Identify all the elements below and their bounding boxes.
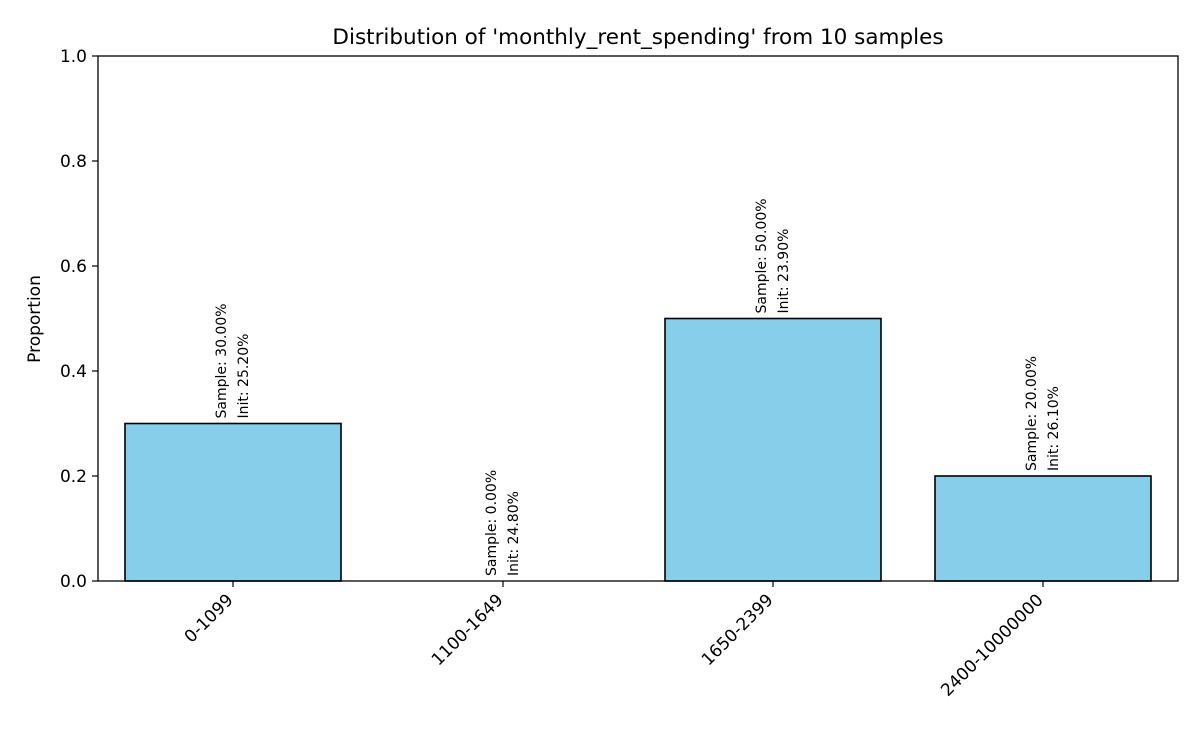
y-axis-label: Proportion	[25, 275, 45, 363]
bar-0-1099	[124, 422, 342, 582]
bar-labels-group: Sample: 30.00% Init: 25.20% Sample: 0.00% I…	[214, 198, 1062, 576]
plot-area-frame	[97, 55, 1179, 582]
bar-1650-2399	[664, 317, 882, 582]
y-tick-label: 0.6	[60, 257, 87, 277]
x-tick-label: 1650-2399	[698, 590, 778, 670]
bar-label-init: Init: 24.80%	[506, 491, 522, 576]
y-tick-label: 0.4	[60, 362, 87, 382]
bar-label-init: Init: 23.90%	[776, 229, 792, 314]
bar-2400-10000000	[934, 475, 1152, 582]
x-tick-label: 1100-1649	[428, 590, 508, 670]
x-tick-label: 2400-10000000	[937, 590, 1047, 700]
chart-title: Distribution of 'monthly_rent_spending' …	[332, 25, 943, 50]
y-tick-label: 1.0	[60, 47, 87, 67]
y-axis-ticks: 0.0 0.2 0.4 0.6 0.8 1.0	[60, 47, 98, 592]
x-axis-ticks: 0-1099 1100-1649 1650-2399 2400-10000000	[181, 581, 1048, 701]
y-tick-label: 0.0	[60, 572, 87, 592]
bar-label-init: Init: 25.20%	[236, 334, 252, 419]
y-tick-label: 0.2	[60, 467, 87, 487]
bars-group	[124, 317, 1152, 582]
bar-label-sample: Sample: 50.00%	[754, 198, 770, 313]
bar-label-init: Init: 26.10%	[1046, 386, 1062, 471]
bar-label-sample: Sample: 30.00%	[214, 303, 230, 418]
y-tick-label: 0.8	[60, 152, 87, 172]
bar-label-sample: Sample: 20.00%	[1024, 356, 1040, 471]
bar-label-sample: Sample: 0.00%	[484, 470, 500, 576]
x-tick-label: 0-1099	[181, 590, 238, 647]
